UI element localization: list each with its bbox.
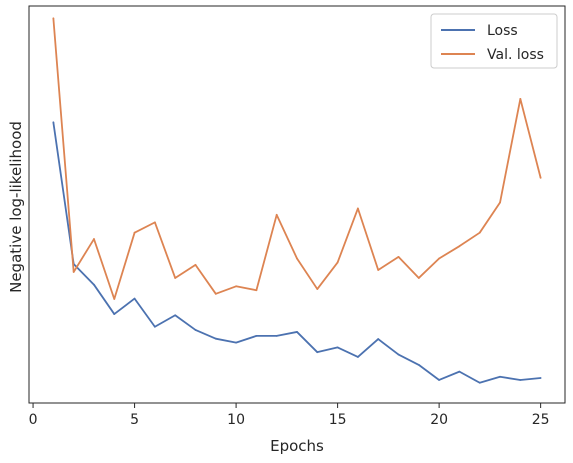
legend-label-val-loss: Val. loss [487, 47, 544, 63]
data-point-val-loss [93, 238, 95, 240]
data-point-loss [113, 313, 116, 315]
data-point-loss [255, 335, 258, 337]
data-point-val-loss [174, 277, 177, 279]
data-point-val-loss [316, 288, 319, 290]
x-axis-label: Epochs [270, 437, 324, 455]
data-point-loss [539, 377, 542, 379]
data-point-loss [194, 329, 197, 331]
data-point-val-loss [275, 213, 278, 216]
data-point-loss [133, 297, 136, 300]
legend-label-loss: Loss [487, 23, 518, 39]
data-point-val-loss [336, 261, 339, 264]
x-tick-label: 15 [329, 412, 347, 428]
data-point-val-loss [194, 263, 197, 266]
data-point-val-loss [478, 231, 481, 234]
x-tick-label: 25 [532, 412, 550, 428]
x-tick-label: 0 [29, 412, 38, 428]
data-point-loss [316, 351, 319, 354]
data-point-val-loss [357, 207, 359, 210]
data-point-val-loss [296, 257, 298, 260]
x-tick-label: 5 [130, 412, 139, 428]
data-point-val-loss [235, 285, 237, 288]
x-tick-label: 10 [227, 412, 245, 428]
data-point-val-loss [539, 177, 542, 179]
data-point-loss [397, 353, 400, 356]
data-point-loss [275, 335, 278, 337]
data-point-val-loss [519, 97, 522, 100]
plot-frame [28, 5, 566, 404]
data-point-loss [478, 381, 481, 384]
data-point-loss [214, 337, 217, 340]
data-point-val-loss [397, 256, 400, 258]
data-point-loss [499, 375, 501, 378]
data-point-val-loss [438, 257, 441, 260]
data-point-val-loss [255, 289, 258, 292]
data-point-val-loss [72, 271, 75, 273]
data-point-val-loss [458, 245, 461, 248]
data-point-val-loss [113, 298, 116, 300]
y-axis-label: Negative log-likelihood [7, 121, 25, 293]
data-point-val-loss [133, 231, 136, 234]
data-point-val-loss [153, 221, 156, 224]
data-point-loss [357, 356, 359, 358]
data-point-loss [52, 121, 55, 124]
x-tick-label: 20 [430, 412, 448, 428]
data-point-loss [235, 341, 237, 344]
data-point-val-loss [499, 201, 501, 204]
data-point-loss [336, 346, 339, 349]
data-point-loss [519, 379, 522, 381]
data-point-loss [377, 338, 380, 340]
x-axis-ticks: 0 5 10 15 20 25 [29, 403, 550, 428]
legend: Loss Val. loss [430, 13, 558, 69]
series-layer [52, 17, 542, 384]
data-point-val-loss [52, 17, 55, 20]
data-point-loss [296, 331, 298, 333]
data-point-val-loss [377, 269, 380, 271]
data-point-loss [438, 379, 441, 381]
data-point-loss [458, 370, 461, 373]
data-point-loss [153, 325, 156, 328]
data-point-val-loss [214, 292, 217, 295]
data-point-loss [174, 314, 177, 317]
data-point-loss [93, 283, 95, 286]
plot-background [29, 6, 565, 403]
data-point-val-loss [417, 277, 420, 279]
data-point-loss [417, 363, 420, 366]
